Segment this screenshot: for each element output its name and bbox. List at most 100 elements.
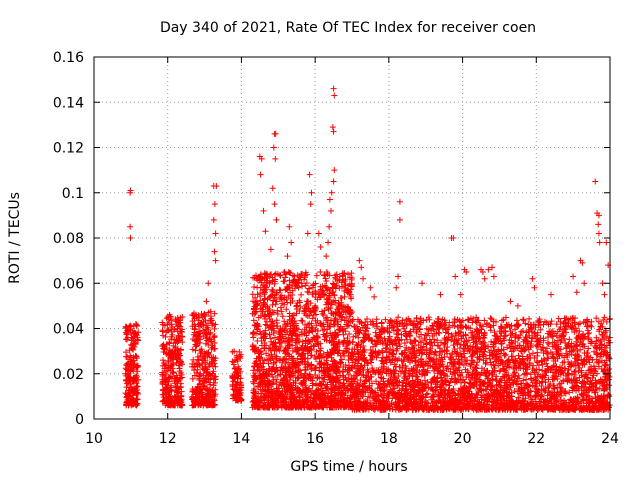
data-point [124, 367, 131, 374]
data-point [195, 314, 202, 321]
data-point [177, 384, 184, 391]
data-point [194, 366, 201, 373]
data-point [178, 374, 185, 381]
data-point [432, 348, 439, 355]
data-point [196, 381, 203, 388]
data-point [293, 303, 300, 310]
data-point [162, 390, 169, 397]
data-point [162, 379, 169, 386]
data-point [177, 314, 184, 321]
data-point [201, 398, 208, 405]
data-point [209, 358, 216, 365]
data-point [207, 329, 214, 336]
data-point [168, 336, 175, 343]
data-point [200, 378, 207, 385]
data-point [124, 353, 131, 360]
data-point [202, 340, 209, 347]
data-point [229, 358, 236, 365]
data-point [168, 321, 175, 328]
data-point [175, 332, 182, 339]
data-point [209, 344, 216, 351]
data-point [159, 371, 166, 378]
data-point [168, 375, 175, 382]
data-point [250, 298, 257, 305]
data-point [128, 395, 135, 402]
data-point [203, 393, 210, 400]
data-point [211, 374, 218, 381]
grid [94, 57, 610, 419]
data-point [234, 379, 241, 386]
data-point [205, 363, 212, 370]
data-point [123, 336, 130, 343]
data-point [177, 383, 184, 390]
data-point [174, 396, 181, 403]
data-point [398, 331, 405, 338]
data-point [134, 389, 141, 396]
data-point [206, 331, 213, 338]
data-point [212, 386, 219, 393]
data-point [173, 372, 180, 379]
data-point [195, 385, 202, 392]
data-point [128, 341, 135, 348]
data-point [202, 365, 209, 372]
data-point [197, 320, 204, 327]
data-point [200, 312, 207, 319]
data-point [324, 314, 331, 321]
data-point [123, 330, 130, 337]
data-point [203, 330, 210, 337]
data-point [206, 371, 213, 378]
data-point [230, 391, 237, 398]
data-point [196, 330, 203, 337]
data-point [126, 375, 133, 382]
data-point [198, 348, 205, 355]
data-point [298, 291, 305, 298]
data-point [161, 365, 168, 372]
data-point [203, 370, 210, 377]
data-point [195, 402, 202, 409]
data-point [209, 387, 216, 394]
data-point [172, 402, 179, 409]
data-point [163, 396, 170, 403]
data-point [128, 354, 135, 361]
data-point [319, 310, 326, 317]
data-point [237, 353, 244, 360]
data-point [130, 366, 137, 373]
data-point [132, 321, 139, 328]
data-point [467, 362, 474, 369]
data-point [131, 376, 138, 383]
data-point [169, 356, 176, 363]
data-point [127, 381, 134, 388]
data-point [206, 399, 213, 406]
data-point [160, 397, 167, 404]
data-point [211, 325, 218, 332]
data-point [130, 377, 137, 384]
data-point [211, 333, 218, 340]
data-point [160, 332, 167, 339]
data-point [163, 315, 170, 322]
data-point [129, 386, 136, 393]
data-point [269, 301, 276, 308]
data-point [134, 383, 141, 390]
data-point [124, 362, 131, 369]
data-point [159, 378, 166, 385]
data-point [169, 349, 176, 356]
data-point [176, 337, 183, 344]
data-point [167, 352, 174, 359]
data-point [126, 400, 133, 407]
data-point [193, 369, 200, 376]
data-point [166, 399, 173, 406]
data-point [129, 345, 136, 352]
data-points [122, 85, 613, 413]
data-point [192, 332, 199, 339]
data-point [168, 365, 175, 372]
data-point [191, 310, 198, 317]
data-point [235, 373, 242, 380]
data-point [191, 364, 198, 371]
data-point [177, 397, 184, 404]
data-point [237, 397, 244, 404]
data-point [166, 393, 173, 400]
data-point [199, 357, 206, 364]
data-point [279, 356, 286, 363]
data-point [178, 326, 185, 333]
data-point [207, 381, 214, 388]
